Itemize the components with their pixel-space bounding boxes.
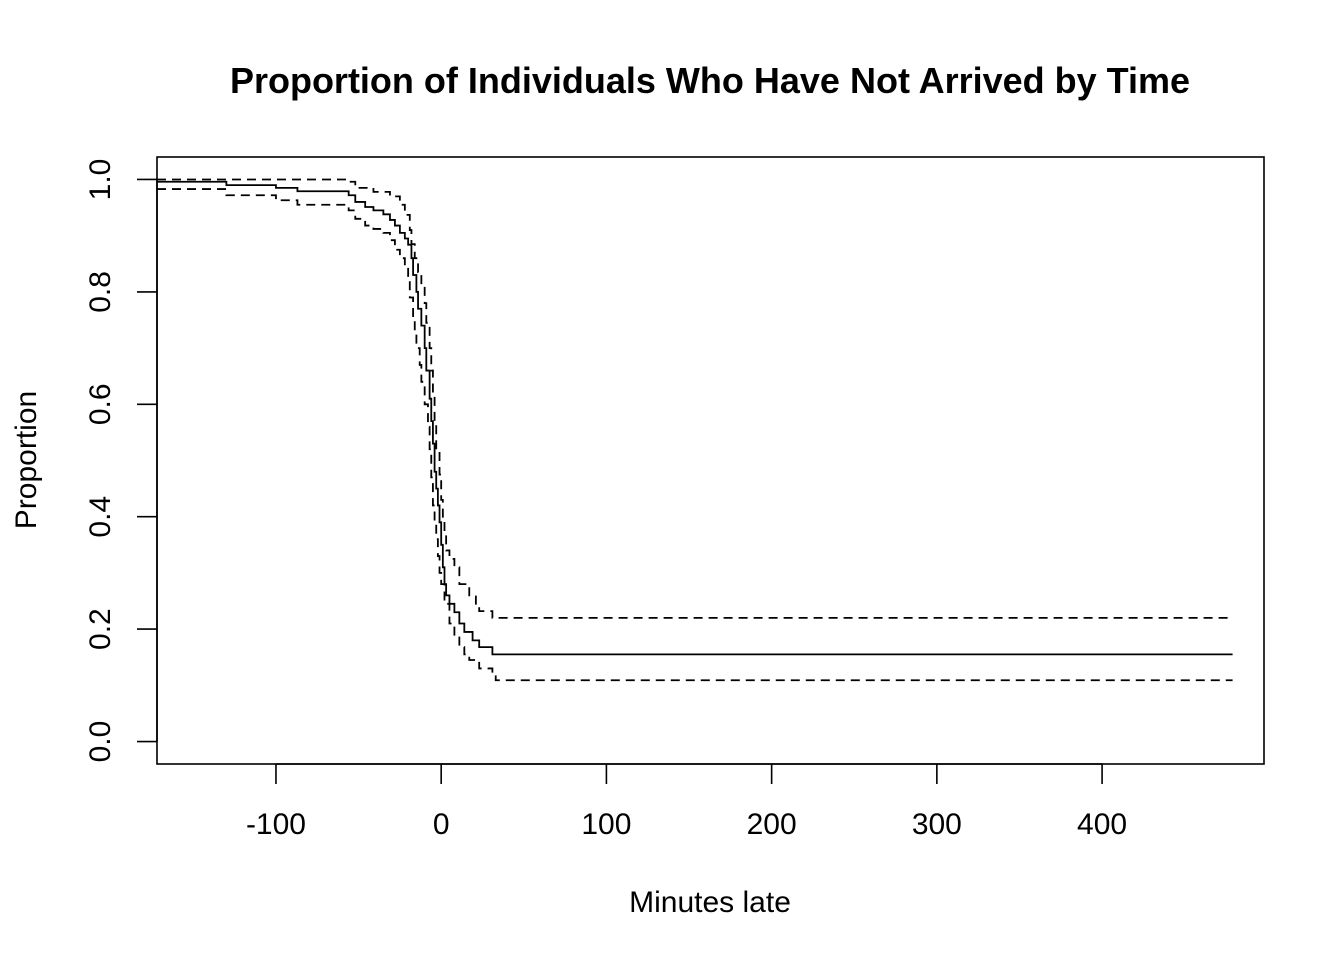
y-tick-label: 0.0	[84, 721, 117, 763]
x-tick-label: -100	[246, 808, 306, 841]
upper-ci-line	[157, 178, 1233, 619]
y-axis-label: Proportion	[10, 391, 43, 529]
survival-estimate-line	[157, 180, 1233, 656]
plot-frame	[156, 156, 1265, 765]
y-tick-label: 0.4	[84, 496, 117, 538]
x-tick-label: 400	[1077, 808, 1127, 841]
y-tick-label: 0.2	[84, 608, 117, 650]
y-tick-label: 0.6	[84, 383, 117, 425]
x-axis-label: Minutes late	[629, 886, 791, 919]
y-tick-label: 1.0	[84, 159, 117, 201]
y-axis: 0.0 0.2 0.4 0.6 0.8 1.0	[84, 159, 158, 763]
x-tick-label: 200	[747, 808, 797, 841]
x-tick-label: 0	[433, 808, 450, 841]
x-axis: -100 0 100 200 300 400	[246, 763, 1127, 841]
lower-ci-line	[157, 188, 1233, 682]
y-tick-label: 0.8	[84, 271, 117, 313]
series-group	[157, 178, 1233, 682]
chart-title: Proportion of Individuals Who Have Not A…	[230, 60, 1190, 101]
x-tick-label: 100	[581, 808, 631, 841]
x-tick-label: 300	[912, 808, 962, 841]
